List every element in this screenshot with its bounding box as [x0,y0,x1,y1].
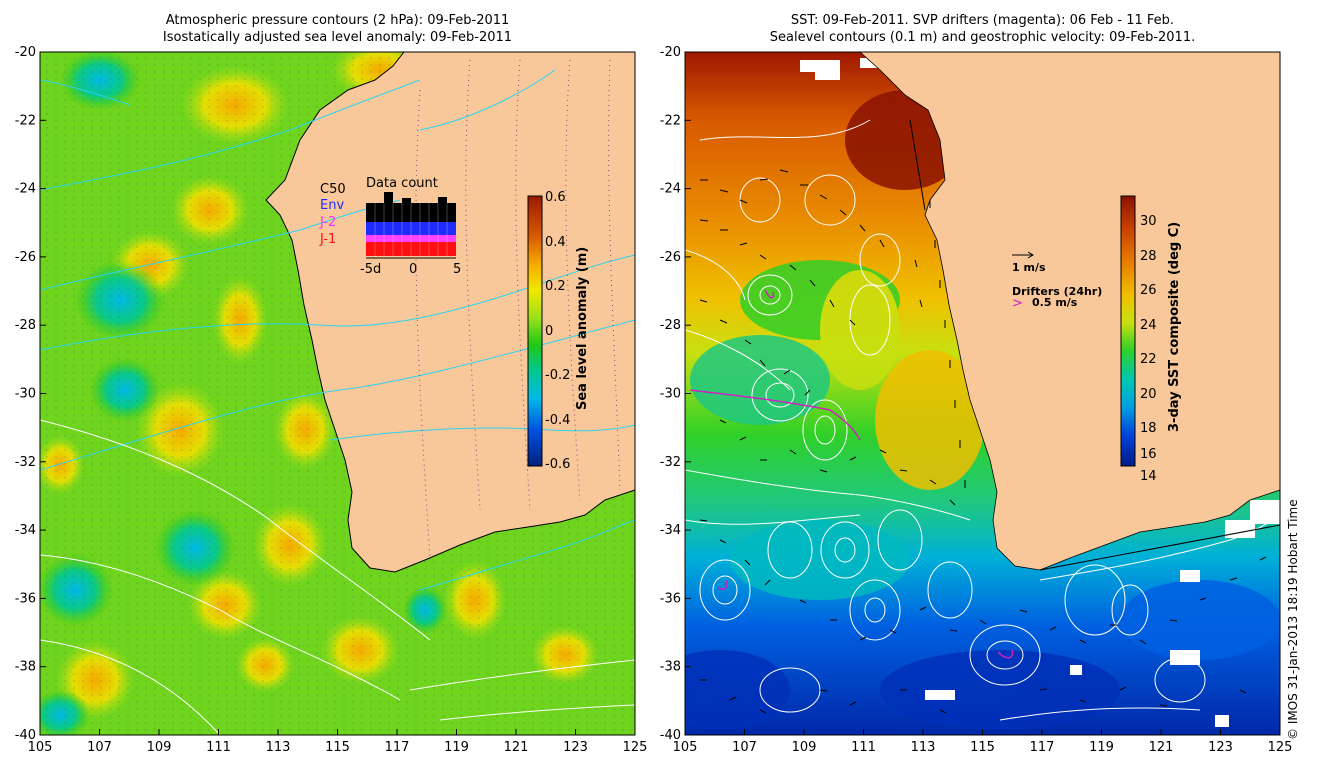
left-lat-tick-label: -34 [15,523,36,538]
sla-colorbar-label: Sea level anomaly (m) [575,247,590,410]
left-lon-tick-label: 123 [563,740,588,755]
right-lon-tick-label: 125 [1268,740,1293,755]
inset-xtick-0: 0 [409,262,417,277]
right-title-line1: SST: 09-Feb-2011. SVP drifters (magenta)… [790,13,1175,28]
left-lon-tick-label: 107 [87,740,112,755]
pressure-contours-blue [40,69,635,591]
left-lon-tick-label: 113 [266,740,291,755]
sst-colorbar-label: 3-day SST composite (deg C) [1167,222,1182,432]
land-pressure-lines [415,59,621,561]
left-title: Atmospheric pressure contours (2 hPa): 0… [40,12,635,46]
right-lat-tick-label: -26 [660,250,681,265]
left-lat-tick-label: -32 [15,455,36,470]
right-lat-tick-label: -40 [660,728,681,743]
data-count-inset: Data count C50 Env J-2 J-1 -5d 0 5 [319,176,461,277]
left-lat-tick-label: -26 [15,250,36,265]
left-lat-tick-label: -38 [15,660,36,675]
right-lat-tick-label: -28 [660,318,681,333]
left-title-line2: Isostatically adjusted sea level anomaly… [162,30,513,45]
sst-tick-7: 16 [1140,447,1157,462]
australia-land-left [265,52,635,573]
right-map [685,52,1280,735]
left-lat-tick-label: -20 [15,45,36,60]
drifter-tracks [689,289,1014,659]
sst-patches [685,90,1280,730]
right-lon-tick-label: 123 [1208,740,1233,755]
left-lat-tick-label: -40 [15,728,36,743]
copyright-credit: © IMOS 31-Jan-2013 18:19 Hobart Time [1286,499,1300,740]
inset-legend-c50: C50 [320,182,346,197]
inset-xtick-m5: -5d [360,262,381,277]
right-lat-tick-label: -32 [660,455,681,470]
sst-tick-5: 20 [1140,387,1157,402]
sst-tick-2: 26 [1140,283,1157,298]
left-lon-tick-label: 115 [325,740,350,755]
sst-tick-4: 22 [1140,352,1157,367]
left-lat-tick-label: -24 [15,182,36,197]
sst-tick-0: 30 [1140,214,1157,229]
sla-tick-1: 0.4 [545,235,566,250]
sla-colorbar: 0.6 0.4 0.2 0 -0.2 -0.4 -0.6 Sea level a… [527,190,590,472]
left-map [40,52,635,735]
left-lat-tick-label: -22 [15,113,36,128]
right-lat-tick-label: -22 [660,113,681,128]
right-lon-tick-label: 105 [673,740,698,755]
sst-coastline-detail [909,119,1280,571]
drifter-key-title: Drifters (24hr) [1012,285,1102,298]
right-lat-tick-label: -20 [660,45,681,60]
right-lat-tick-label: -24 [660,182,681,197]
inset-legend-env: Env [320,198,344,213]
sla-tick-3: 0 [545,324,553,339]
sst-tick-6: 18 [1140,421,1157,436]
right-lat-tick-label: -38 [660,660,681,675]
australia-land-right [859,52,1280,571]
sla-tick-0: 0.6 [545,190,566,205]
sla-tick-4: -0.2 [545,368,570,383]
right-lon-tick-label: 113 [911,740,936,755]
sst-colorbar: 30 28 26 24 22 20 18 16 14 3-day SST com… [1120,195,1182,484]
right-lat-tick-label: -34 [660,523,681,538]
left-lat-tick-label: -30 [15,387,36,402]
geostrophic-velocity-arrows [699,169,1267,714]
sst-tick-8: 14 [1140,469,1157,484]
right-lon-tick-label: 117 [1030,740,1055,755]
left-lon-tick-label: 125 [623,740,648,755]
right-title-line2: Sealevel contours (0.1 m) and geostrophi… [769,30,1196,45]
left-lon-tick-label: 121 [504,740,529,755]
right-lat-tick-label: -30 [660,387,681,402]
right-lat-tick-label: -36 [660,591,681,606]
right-lon-tick-label: 121 [1149,740,1174,755]
left-lon-tick-label: 109 [147,740,172,755]
right-lon-tick-label: 111 [851,740,876,755]
right-lon-tick-label: 109 [792,740,817,755]
left-lon-tick-label: 105 [28,740,53,755]
sla-tick-6: -0.6 [545,457,570,472]
drifter-key-arrow-icon: > [1012,296,1023,311]
inset-title: Data count [366,176,438,191]
left-lat-tick-label: -36 [15,591,36,606]
right-title: SST: 09-Feb-2011. SVP drifters (magenta)… [685,12,1280,46]
left-lon-tick-label: 119 [444,740,469,755]
sst-tick-1: 28 [1140,249,1157,264]
sla-tick-5: -0.4 [545,413,570,428]
drifter-key-value: 0.5 m/s [1032,296,1078,309]
velocity-key: 1 m/s Drifters (24hr) > 0.5 m/s [1012,251,1102,311]
left-lat-tick-label: -28 [15,318,36,333]
inset-xtick-5: 5 [453,262,461,277]
inset-bars [366,192,456,256]
inset-legend-j1: J-1 [319,232,336,247]
velocity-key-label: 1 m/s [1012,261,1046,274]
sla-tick-2: 0.2 [545,279,566,294]
pressure-contours-white [40,419,635,735]
inset-legend-j2: J-2 [319,215,336,230]
right-lon-tick-label: 119 [1089,740,1114,755]
left-title-line1: Atmospheric pressure contours (2 hPa): 0… [165,13,510,28]
right-lon-tick-label: 115 [970,740,995,755]
left-lon-tick-label: 111 [206,740,231,755]
right-lon-tick-label: 107 [732,740,757,755]
sst-tick-3: 24 [1140,318,1157,333]
left-lon-tick-label: 117 [385,740,410,755]
